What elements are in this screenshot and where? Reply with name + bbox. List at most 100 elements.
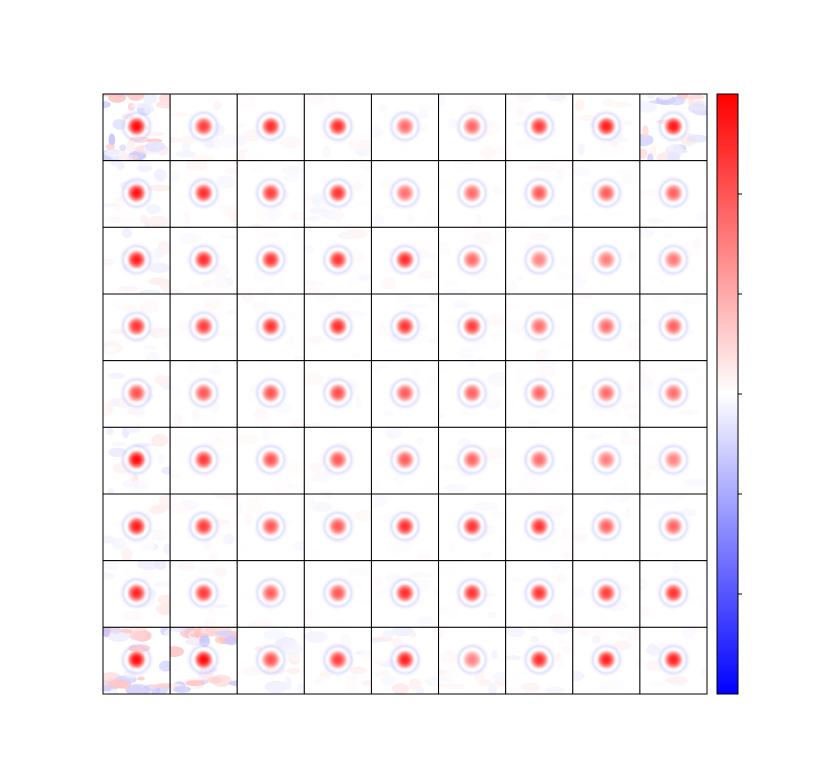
psf-spot bbox=[662, 448, 685, 471]
panel-r5-c9 bbox=[639, 360, 708, 428]
panel-r5-c6 bbox=[438, 360, 507, 428]
panel-r5-c8 bbox=[572, 360, 641, 428]
psf-spot bbox=[326, 382, 349, 404]
psf-spot bbox=[595, 115, 618, 138]
psf-spot bbox=[125, 115, 148, 138]
panel-r3-c3 bbox=[236, 226, 305, 295]
panel-r9-c6 bbox=[438, 626, 507, 695]
panel-r3-c7 bbox=[505, 226, 574, 295]
psf-spot bbox=[192, 382, 215, 404]
psf-spot bbox=[192, 115, 215, 138]
panel-r8-c4 bbox=[303, 560, 372, 628]
psf-spot bbox=[461, 115, 484, 138]
panel-r9-c5 bbox=[370, 626, 440, 695]
psf-spot bbox=[326, 515, 349, 538]
psf-spot bbox=[259, 115, 282, 138]
panel-r2-c1 bbox=[102, 160, 171, 228]
panel-r9-c9 bbox=[639, 626, 708, 695]
panel-r4-c5 bbox=[370, 293, 440, 362]
panel-r7-c3 bbox=[236, 493, 305, 562]
panel-r5-c1 bbox=[102, 360, 171, 428]
panel-r4-c7 bbox=[505, 293, 574, 362]
psf-spot bbox=[259, 382, 282, 404]
psf-spot bbox=[461, 315, 484, 338]
psf-spot bbox=[595, 515, 618, 538]
panel-r3-c4 bbox=[303, 226, 372, 295]
psf-spot bbox=[259, 315, 282, 338]
panel-r5-c7 bbox=[505, 360, 574, 428]
psf-spot bbox=[662, 248, 685, 271]
psf-spot bbox=[259, 448, 282, 471]
panel-r9-c8 bbox=[572, 626, 641, 695]
psf-spot bbox=[326, 248, 349, 271]
panel-r7-c7 bbox=[505, 493, 574, 562]
psf-spot bbox=[125, 248, 148, 271]
psf-spot bbox=[192, 582, 215, 604]
panel-r1-c1 bbox=[102, 93, 171, 162]
colorbar bbox=[716, 93, 742, 695]
panel-r1-c3 bbox=[236, 93, 305, 162]
panel-r1-c6 bbox=[438, 93, 507, 162]
psf-spot bbox=[125, 382, 148, 404]
psf-spot bbox=[595, 182, 618, 204]
psf-spot bbox=[662, 315, 685, 338]
panel-r6-c8 bbox=[572, 426, 641, 495]
psf-spot bbox=[528, 248, 551, 271]
panel-r6-c7 bbox=[505, 426, 574, 495]
psf-spot bbox=[125, 448, 148, 471]
panel-r6-c3 bbox=[236, 426, 305, 495]
psf-spot bbox=[595, 448, 618, 471]
psf-spot bbox=[326, 448, 349, 471]
panel-r8-c8 bbox=[572, 560, 641, 628]
panel-r3-c2 bbox=[169, 226, 238, 295]
panel-r8-c5 bbox=[370, 560, 440, 628]
panel-border bbox=[639, 626, 708, 695]
psf-spot bbox=[125, 182, 148, 204]
psf-spot bbox=[326, 182, 349, 204]
psf-spot bbox=[461, 382, 484, 404]
panel-r2-c3 bbox=[236, 160, 305, 228]
psf-spot bbox=[394, 448, 416, 471]
psf-spot bbox=[326, 648, 349, 671]
panel-r2-c4 bbox=[303, 160, 372, 228]
panel-r2-c5 bbox=[370, 160, 440, 228]
panel-r2-c2 bbox=[169, 160, 238, 228]
panel-r9-c2 bbox=[169, 626, 238, 695]
panel-r8-c7 bbox=[505, 560, 574, 628]
panel-r3-c1 bbox=[102, 226, 171, 295]
panel-r6-c6 bbox=[438, 426, 507, 495]
psf-spot bbox=[394, 515, 416, 538]
panel-r1-c9 bbox=[639, 93, 708, 162]
psf-spot bbox=[259, 582, 282, 604]
panel-r6-c9 bbox=[639, 426, 708, 495]
panel-r5-c2 bbox=[169, 360, 238, 428]
panel-r5-c3 bbox=[236, 360, 305, 428]
panel-r1-c8 bbox=[572, 93, 641, 162]
psf-spot bbox=[528, 182, 551, 204]
panel-r7-c6 bbox=[438, 493, 507, 562]
psf-spot bbox=[662, 382, 685, 404]
panel-r6-c1 bbox=[102, 426, 171, 495]
panel-r1-c7 bbox=[505, 93, 574, 162]
psf-spot bbox=[528, 448, 551, 471]
panel-r7-c9 bbox=[639, 493, 708, 562]
psf-spot bbox=[461, 182, 484, 204]
panel-r9-c7 bbox=[505, 626, 574, 695]
panel-r2-c7 bbox=[505, 160, 574, 228]
panel-r6-c5 bbox=[370, 426, 440, 495]
panel-r7-c2 bbox=[169, 493, 238, 562]
panel-r3-c5 bbox=[370, 226, 440, 295]
panel-r7-c5 bbox=[370, 493, 440, 562]
psf-spot bbox=[461, 515, 484, 538]
psf-spot bbox=[662, 515, 685, 538]
psf-spot bbox=[192, 648, 215, 671]
psf-spot bbox=[259, 648, 282, 671]
psf-spot bbox=[595, 582, 618, 604]
psf-spot bbox=[394, 382, 416, 404]
psf-spot bbox=[461, 448, 484, 471]
psf-spot bbox=[394, 182, 416, 204]
psf-spot bbox=[662, 582, 685, 604]
panel-r2-c9 bbox=[639, 160, 708, 228]
psf-spot bbox=[192, 515, 215, 538]
